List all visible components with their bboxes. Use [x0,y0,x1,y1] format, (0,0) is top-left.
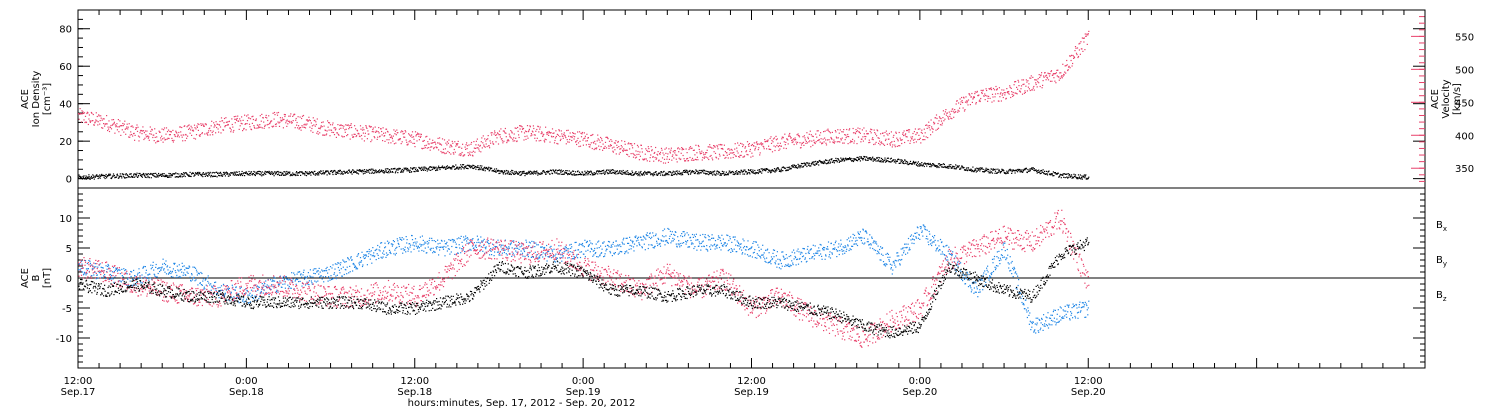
top-right-ylabel: Velocity [1441,79,1452,118]
bottom-left-tick-label: 10 [59,214,72,225]
x-tick-label-date: Sep.18 [229,387,264,398]
top-right-tick-label: 400 [1455,131,1474,142]
bx-series [78,237,1090,339]
legend-label: Bz [1436,290,1447,303]
x-tick-label-date: Sep.20 [1071,387,1106,398]
top-right-tick-label: 350 [1455,164,1474,175]
x-tick-label-date: Sep.19 [734,387,769,398]
top-left-tick-label: 40 [59,100,72,111]
x-tick-label-date: Sep.20 [902,387,937,398]
x-tick-label-date: Sep.18 [397,387,432,398]
bottom-left-tick-label: 0 [66,274,72,285]
legend-label: Bx [1436,220,1447,233]
top-left-ylabel: [cm⁻³] [42,83,53,115]
top-panel-frame [77,9,1426,189]
top-left-tick-label: 60 [59,62,72,73]
top-left-ylabel: ACE [20,89,31,109]
x-tick-label-date: Sep.17 [61,387,96,398]
top-right-tick-label: 550 [1455,32,1474,43]
bottom-left-ylabel: B [31,274,42,281]
x-tick-label-time: 0:00 [909,376,931,387]
top-right-ylabel: [km/s] [1452,83,1463,115]
x-tick-label-time: 0:00 [572,376,594,387]
bottom-left-tick-label: 5 [66,244,72,255]
x-tick-label-time: 12:00 [64,376,93,387]
top-left-tick-label: 0 [66,175,72,186]
density-series [78,155,1090,180]
bz-series [78,209,1090,348]
x-axis-title: hours:minutes, Sep. 17, 2012 - Sep. 20, … [408,398,636,409]
velocity-series [78,30,1090,164]
top-left-ylabel: Ion Density [31,71,42,128]
top-right-tick-label: 500 [1455,65,1474,76]
x-tick-label-time: 12:00 [1074,376,1103,387]
x-tick-label-date: Sep.19 [566,387,601,398]
bottom-left-ylabel: ACE [20,268,31,288]
x-tick-label-time: 12:00 [737,376,766,387]
bottom-left-tick-label: -5 [62,304,72,315]
legend-label: By [1436,255,1447,268]
x-tick-label-time: 0:00 [235,376,257,387]
x-tick-label-time: 12:00 [400,376,429,387]
top-right-tick-label: 450 [1455,98,1474,109]
top-left-tick-label: 20 [59,137,72,148]
top-left-tick-label: 80 [59,25,72,36]
top-right-ylabel: ACE [1430,89,1441,109]
bottom-left-tick-label: -10 [56,334,72,345]
bottom-left-ylabel: [nT] [42,268,53,288]
by-series [78,224,1090,334]
